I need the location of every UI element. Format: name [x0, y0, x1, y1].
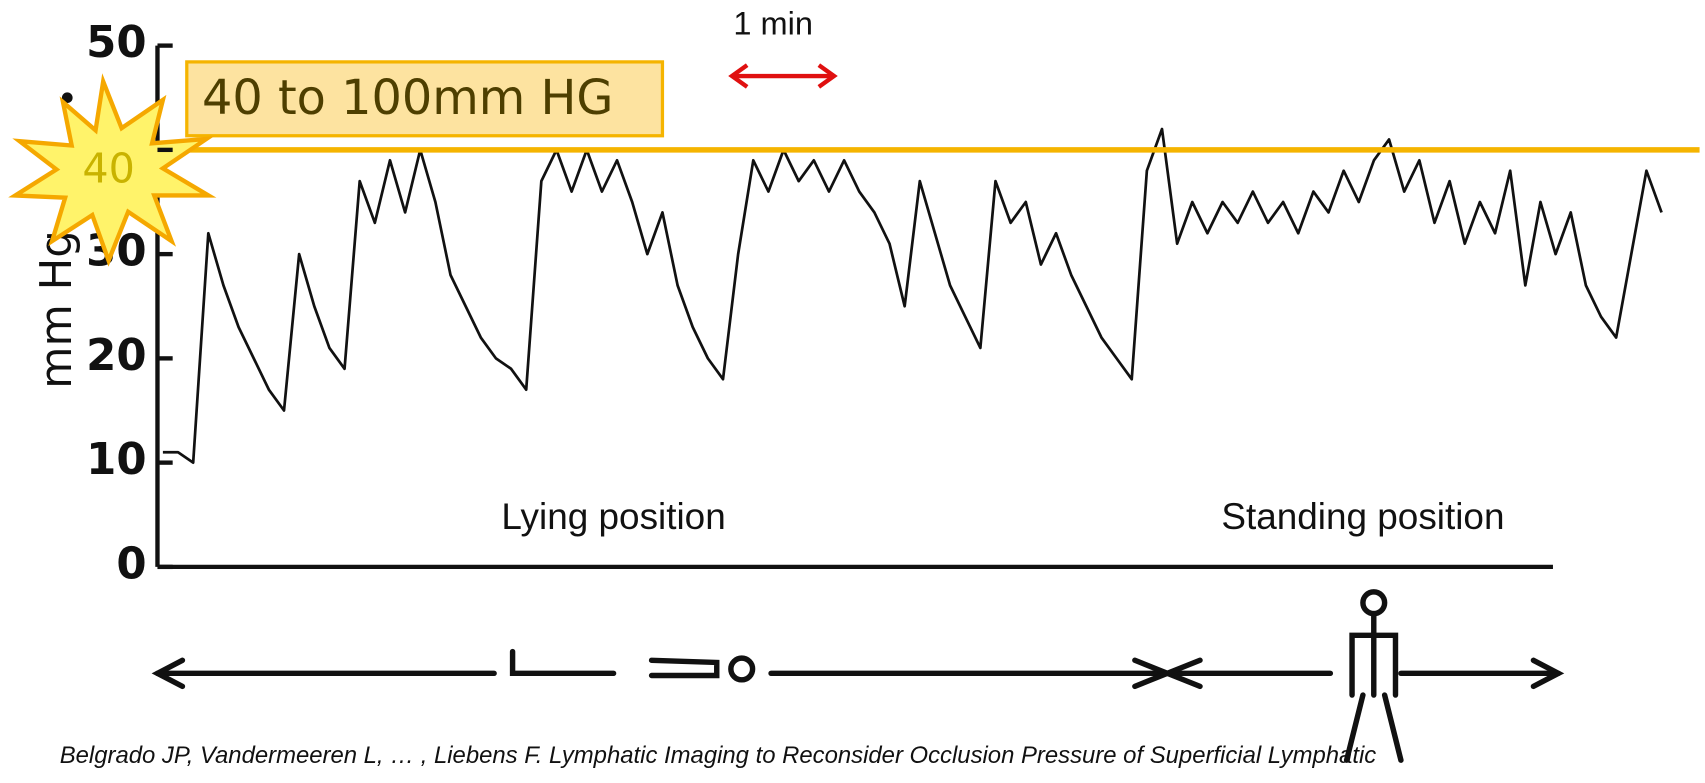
- time-scale-label: 1 min: [733, 6, 813, 42]
- y-tick-label: 50: [86, 18, 146, 68]
- y-tick-label: 20: [86, 331, 146, 381]
- y-tick-label: 10: [86, 435, 146, 485]
- y-axis-label: mm Hg: [32, 230, 82, 389]
- annotation: Standing position: [1221, 496, 1504, 537]
- source: Belgrado JP, Vandermeeren L, … , Liebens…: [60, 742, 1377, 769]
- time-scale-arrow: [728, 63, 838, 89]
- annotation: Lying position: [501, 496, 725, 537]
- callout-box: [185, 60, 665, 138]
- callout-text: 40 to 100mm HG: [202, 71, 613, 126]
- y-tick-label: 0: [116, 539, 146, 589]
- starburst: [8, 73, 217, 267]
- highlight-label: 40: [82, 145, 134, 193]
- pressure-trace: [162, 127, 1663, 464]
- posture-strip: [151, 589, 1565, 763]
